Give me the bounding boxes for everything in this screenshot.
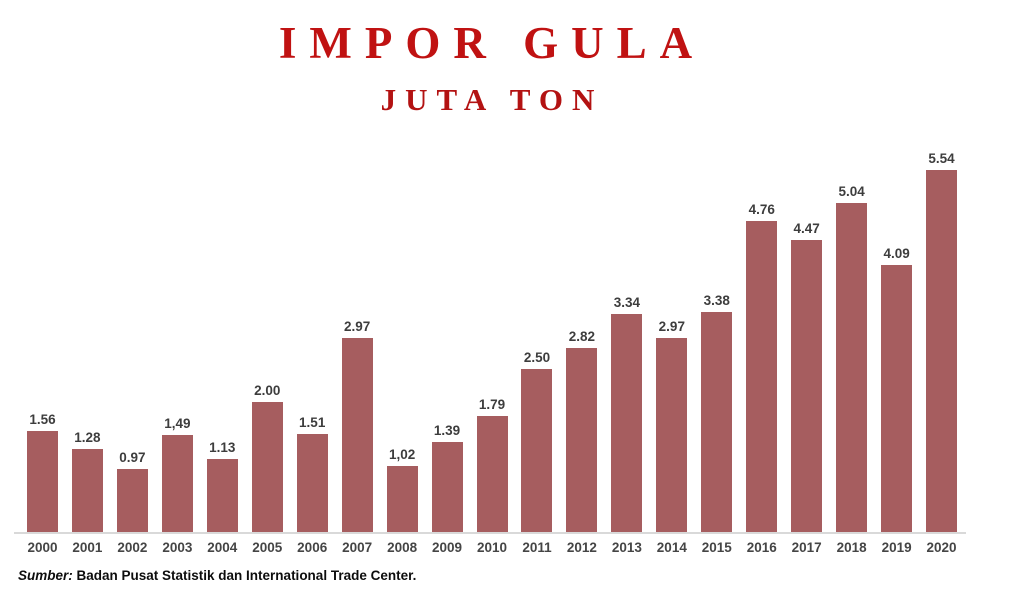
- bar: [251, 402, 283, 533]
- bar-value-label: 1,02: [388, 447, 416, 462]
- bar-column: 3.34: [604, 295, 649, 533]
- page-subtitle: JUTA TON: [380, 82, 604, 117]
- page-title: IMPOR GULA: [278, 18, 706, 68]
- bar-column: 4.09: [874, 246, 919, 533]
- x-axis-label: 2011: [522, 540, 552, 555]
- bar-value-label: 3.34: [613, 295, 640, 310]
- bar-column: 1.56: [20, 412, 65, 533]
- bar-column: 4.76: [739, 202, 784, 533]
- bar: [791, 240, 823, 533]
- bar: [116, 469, 148, 533]
- x-axis-label: 2016: [746, 540, 777, 555]
- x-axis-label: 2000: [27, 540, 58, 555]
- bar-value-label: 1.79: [478, 397, 506, 412]
- x-axis-label: 2006: [297, 540, 328, 555]
- bar-column: 2.97: [335, 319, 380, 533]
- bar-column: 1.79: [470, 397, 515, 533]
- bar-value-label: 2.50: [523, 350, 551, 365]
- bar: [701, 312, 733, 533]
- bar: [161, 435, 193, 533]
- x-axis-label: 2010: [476, 540, 508, 555]
- bar: [296, 434, 328, 533]
- bar: [206, 459, 238, 533]
- x-axis-label: 2017: [791, 540, 822, 555]
- bar: [746, 221, 778, 533]
- source-text: Badan Pusat Statistik dan International …: [72, 568, 417, 583]
- x-axis-label: 2018: [836, 540, 867, 555]
- x-axis-label: 2012: [566, 540, 597, 555]
- bar-value-label: 4.09: [883, 246, 910, 261]
- bar-column: 4.47: [784, 221, 829, 533]
- x-axis-label: 2001: [72, 540, 103, 555]
- x-axis-label: 2019: [881, 540, 912, 555]
- x-axis-label: 2003: [162, 540, 193, 555]
- bar-value-label: 5.04: [838, 184, 865, 199]
- x-axis-label: 2002: [117, 540, 148, 555]
- bar: [926, 170, 958, 533]
- bar: [611, 314, 643, 533]
- bar-column: 1,49: [155, 416, 200, 533]
- x-axis-label: 2014: [656, 540, 687, 555]
- bar: [656, 338, 688, 533]
- bar-column: 5.04: [829, 184, 874, 533]
- x-axis-line: [14, 532, 966, 534]
- bar-column: 2.00: [245, 383, 290, 533]
- bar-value-label: 3.38: [703, 293, 730, 308]
- bar: [71, 449, 103, 533]
- x-axis-labels: 2000 2001 2002 2003 2004 2005 2006 2007 2008 2009…: [20, 540, 964, 555]
- bar-value-label: 1.51: [299, 415, 326, 430]
- source-prefix: Sumber:: [18, 568, 73, 583]
- x-axis-label: 2013: [611, 540, 642, 555]
- bar: [386, 466, 418, 533]
- bar: [341, 338, 373, 533]
- bar: [566, 348, 598, 533]
- bar-value-label: 1.39: [433, 423, 461, 438]
- bar-column: 2.97: [649, 319, 694, 533]
- x-axis-label: 2009: [432, 540, 463, 555]
- bar: [476, 416, 508, 533]
- bar-column: 2.50: [514, 350, 559, 533]
- bar: [431, 442, 463, 533]
- bar-value-label: 4.47: [793, 221, 820, 236]
- bar-column: 1.39: [425, 423, 470, 533]
- x-axis-label: 2004: [207, 540, 238, 555]
- bar-value-label: 2.97: [344, 319, 371, 334]
- bar-value-label: 1.13: [209, 440, 236, 455]
- bar-value-label: 4.76: [748, 202, 775, 217]
- bar-value-label: 5.54: [928, 151, 955, 166]
- bar-column: 1.13: [200, 440, 245, 533]
- bar-value-label: 1,49: [164, 416, 191, 431]
- bar-value-label: 1.28: [74, 430, 101, 445]
- bar: [26, 431, 58, 533]
- bar-value-label: 1.56: [29, 412, 56, 427]
- bar: [881, 265, 913, 533]
- bar-column: 1.28: [65, 430, 110, 533]
- x-axis-label: 2015: [701, 540, 732, 555]
- bar-column: 2.82: [559, 329, 604, 533]
- x-axis-label: 2020: [926, 540, 957, 555]
- bar-column: 5.54: [919, 151, 964, 533]
- x-axis-label: 2005: [252, 540, 283, 555]
- bar-column: 3.38: [694, 293, 739, 533]
- x-axis-label: 2008: [387, 540, 418, 555]
- x-axis-label: 2007: [342, 540, 373, 555]
- bar-column: 1,02: [380, 447, 425, 533]
- bar: [836, 203, 868, 533]
- bar-value-label: 0.97: [119, 450, 146, 465]
- bar: [521, 369, 553, 533]
- source-note: Sumber: Badan Pusat Statistik dan Intern…: [18, 568, 416, 583]
- bar-column: 0.97: [110, 450, 155, 533]
- bar-column: 1.51: [290, 415, 335, 533]
- bar-value-label: 2.97: [658, 319, 685, 334]
- bar-value-label: 2.00: [254, 383, 281, 398]
- bar-series: 1.56 1.28 0.97 1,49 1.13 2.00 1.51 2.97 1,02 1.39…: [20, 151, 964, 533]
- bar-value-label: 2.82: [568, 329, 596, 344]
